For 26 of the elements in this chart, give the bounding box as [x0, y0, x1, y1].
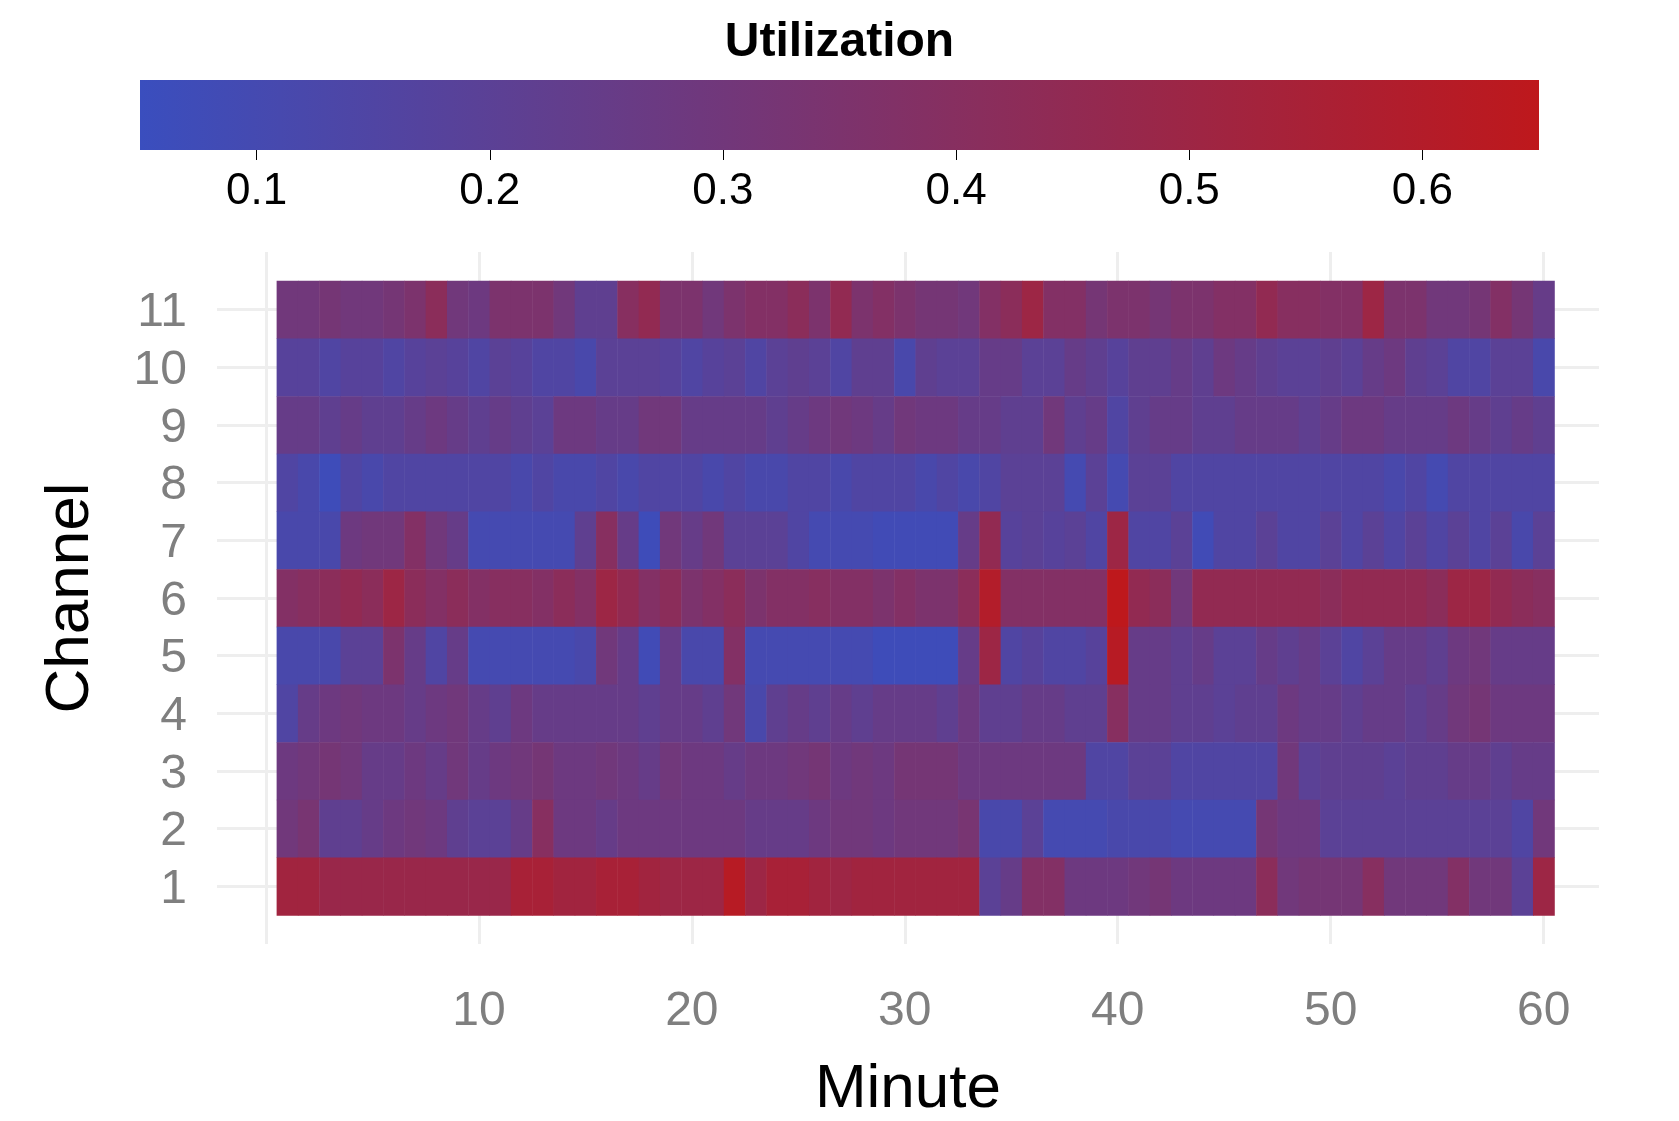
y-tick-label: 1: [160, 859, 187, 913]
y-tick-label: 9: [160, 398, 187, 452]
x-tick-label: 30: [878, 981, 932, 1035]
y-tick-label: 3: [160, 744, 187, 798]
color-bar-label: 0.5: [1158, 163, 1220, 213]
x-tick-label: 20: [665, 981, 719, 1035]
y-tick-label: 11: [137, 283, 187, 337]
color-bar-label: 0.1: [226, 163, 288, 213]
x-tick-label: 50: [1304, 981, 1358, 1035]
y-tick-label: 7: [160, 513, 187, 567]
color-bar-label: 0.4: [925, 163, 987, 213]
x-tick-label: 40: [1091, 981, 1145, 1035]
y-tick-label: 4: [160, 686, 187, 740]
legend-title: Utilization: [724, 12, 955, 66]
color-bar-label: 0.3: [692, 163, 754, 213]
y-tick-label: 5: [160, 629, 187, 683]
x-axis-title: Minute: [814, 1050, 1002, 1120]
y-axis-title: Channel: [31, 482, 101, 714]
y-tick-label: 8: [160, 456, 187, 510]
color-bar-label: 0.6: [1391, 163, 1453, 213]
color-bar-label: 0.2: [459, 163, 521, 213]
y-tick-label: 6: [160, 571, 187, 625]
y-tick-label: 10: [133, 340, 187, 394]
x-tick-label: 60: [1516, 981, 1571, 1035]
x-tick-label: 10: [452, 981, 506, 1035]
y-tick-label: 2: [160, 802, 187, 856]
